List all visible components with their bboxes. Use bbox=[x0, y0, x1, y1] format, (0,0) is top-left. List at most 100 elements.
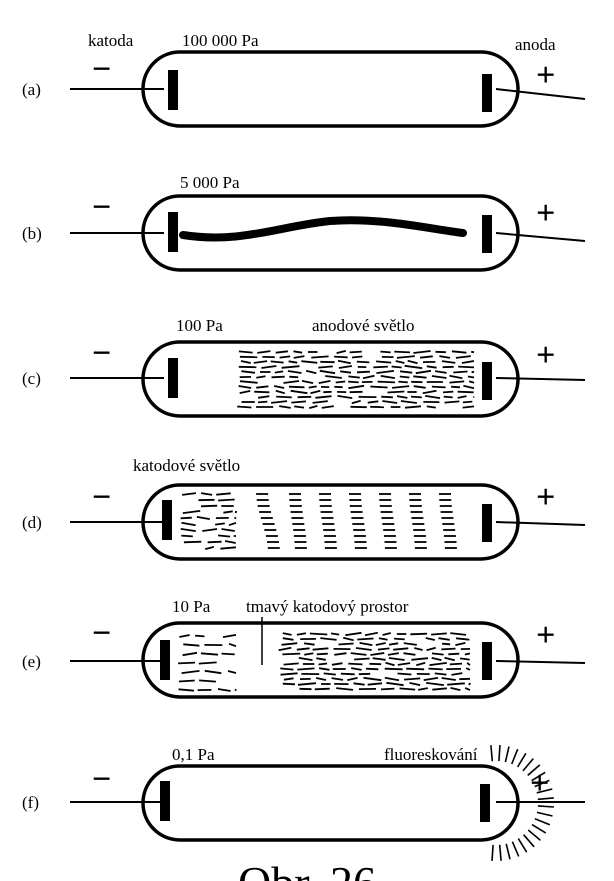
fluorescence-ray bbox=[491, 844, 494, 861]
glow-dash bbox=[407, 359, 418, 365]
plus-sign: + bbox=[536, 195, 555, 232]
glow-dash bbox=[364, 631, 378, 637]
glow-dash bbox=[257, 350, 271, 354]
glow-dash bbox=[403, 652, 416, 656]
glow-dash bbox=[178, 679, 195, 683]
glow-dash bbox=[426, 365, 437, 369]
glow-dash bbox=[181, 670, 200, 674]
glow-dash bbox=[398, 380, 408, 384]
glow-dash bbox=[334, 355, 348, 359]
glow-dash bbox=[182, 510, 201, 514]
tube-row-e: 10 Pa tmavý katodový prostor − + (e) bbox=[22, 597, 586, 699]
tube-row-b: 5 000 Pa − + (b) bbox=[22, 173, 586, 272]
glow-dash bbox=[179, 634, 190, 638]
glow-dash bbox=[198, 661, 217, 665]
row-letter: (b) bbox=[22, 224, 42, 243]
cathode-glow-label: katodové světlo bbox=[133, 456, 240, 475]
glass-tube bbox=[141, 483, 520, 561]
glow-dash bbox=[293, 350, 303, 354]
anode-glow-label: anodové světlo bbox=[312, 316, 414, 335]
glow-dash bbox=[376, 360, 392, 364]
glow-dash bbox=[308, 385, 317, 389]
glow-dash bbox=[372, 657, 386, 661]
cathode-glow bbox=[178, 634, 237, 692]
glow-dash bbox=[394, 350, 411, 354]
glow-dash bbox=[340, 672, 355, 676]
tube-row-f: 0,1 Pa fluoreskování − + (f) bbox=[22, 745, 585, 861]
glow-dash bbox=[348, 384, 365, 390]
glow-dash bbox=[352, 355, 363, 359]
glow-dash bbox=[410, 395, 422, 399]
glow-dash bbox=[254, 390, 270, 394]
glow-dash bbox=[296, 647, 310, 651]
glow-dash bbox=[318, 662, 328, 666]
glow-dash bbox=[279, 355, 291, 359]
glow-dash bbox=[349, 350, 362, 354]
row-letter: (e) bbox=[22, 652, 41, 671]
glow-dash bbox=[240, 360, 251, 364]
glow-dash bbox=[301, 360, 318, 364]
glass-tube bbox=[141, 194, 520, 272]
minus-sign: − bbox=[92, 761, 111, 798]
glow-dash bbox=[282, 632, 292, 636]
glow-dash bbox=[316, 652, 328, 656]
glow-dash bbox=[330, 632, 340, 636]
glow-dash bbox=[373, 365, 388, 369]
glow-dash bbox=[370, 652, 385, 656]
glow-dash bbox=[293, 355, 305, 359]
glow-dash bbox=[396, 355, 415, 359]
row-letter: (f) bbox=[22, 793, 39, 812]
minus-sign: − bbox=[92, 615, 111, 652]
glow-dash bbox=[413, 350, 431, 354]
fluorescence-ray bbox=[511, 841, 520, 857]
glow-dash bbox=[395, 360, 405, 364]
glow-dash bbox=[196, 516, 210, 520]
glow-dash bbox=[348, 375, 360, 379]
fluorescence-ray bbox=[527, 764, 541, 777]
glow-dash bbox=[451, 672, 463, 676]
glow-dash bbox=[241, 370, 256, 374]
glow-dash bbox=[468, 380, 475, 384]
glow-dash bbox=[415, 369, 432, 375]
glow-dash bbox=[381, 395, 393, 399]
row-letter: (c) bbox=[22, 369, 41, 388]
fluorescence-ray bbox=[510, 748, 519, 765]
glow-dash bbox=[340, 370, 352, 374]
tube-row-c: 100 Pa anodové světlo − + (c) bbox=[22, 316, 586, 418]
minus-sign: − bbox=[92, 189, 111, 226]
glow-dash bbox=[228, 521, 237, 527]
fluorescence-ray bbox=[522, 758, 534, 772]
glow-dash bbox=[298, 657, 313, 661]
glow-dash bbox=[411, 657, 429, 661]
glow-dash bbox=[224, 540, 236, 544]
glow-dash bbox=[404, 405, 422, 409]
glow-dash bbox=[335, 380, 346, 384]
glow-dash bbox=[448, 652, 460, 656]
glow-dash bbox=[422, 389, 437, 395]
glow-dash bbox=[463, 384, 475, 390]
glow-dash bbox=[217, 688, 231, 692]
glow-dash bbox=[347, 677, 358, 681]
glow-dash bbox=[397, 662, 411, 666]
glow-dash bbox=[280, 672, 298, 676]
glow-dash bbox=[348, 380, 359, 384]
glow-dash bbox=[288, 360, 298, 364]
positive-column bbox=[278, 631, 471, 691]
minus-sign: − bbox=[92, 479, 111, 516]
glow-dash bbox=[406, 667, 425, 671]
glow-dash bbox=[336, 350, 347, 354]
glow-dash bbox=[204, 669, 222, 675]
glow-dash bbox=[238, 385, 252, 389]
fluorescence-ray bbox=[534, 779, 550, 788]
glow-dash bbox=[450, 632, 467, 636]
glow-dash bbox=[465, 667, 471, 671]
glow-dash bbox=[382, 632, 392, 636]
glow-dash bbox=[239, 390, 251, 394]
glow-dash bbox=[388, 642, 399, 646]
anode-wire bbox=[495, 377, 586, 381]
glow-dash bbox=[351, 399, 361, 405]
glow-dash bbox=[434, 370, 447, 374]
glow-dash bbox=[377, 380, 396, 384]
glow-dash bbox=[257, 400, 268, 404]
